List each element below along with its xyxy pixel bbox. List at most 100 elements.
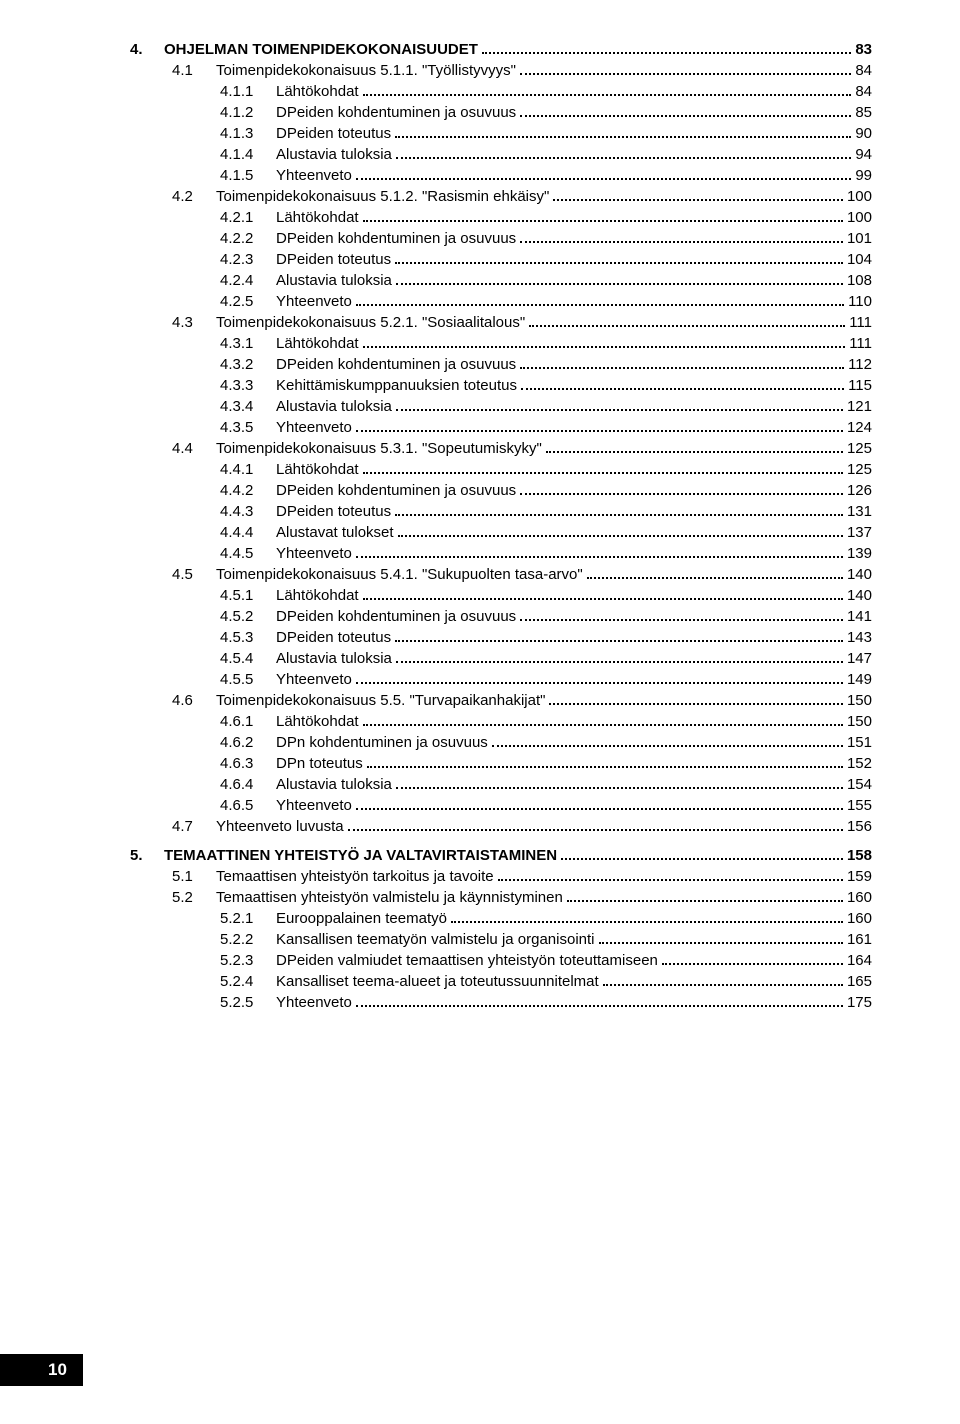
toc-entry-title: Lähtökohdat — [276, 714, 359, 729]
toc-entry: 4.5Toimenpidekokonaisuus 5.4.1. "Sukupuo… — [130, 567, 872, 582]
toc-leader-dots — [395, 514, 843, 516]
toc-entry-number: 4.1.5 — [220, 168, 276, 183]
toc-entry-title: Temaattisen yhteistyön valmistelu ja käy… — [216, 890, 563, 905]
toc-entry-page: 84 — [855, 63, 872, 78]
toc-entry-number: 4.2.2 — [220, 231, 276, 246]
toc-entry: 5.2.4Kansalliset teema-alueet ja toteutu… — [130, 974, 872, 989]
toc-leader-dots — [356, 430, 843, 432]
toc-entry: 4.3.3Kehittämiskumppanuuksien toteutus11… — [130, 378, 872, 393]
toc-leader-dots — [395, 136, 851, 138]
toc-entry: 4.4Toimenpidekokonaisuus 5.3.1. "Sopeutu… — [130, 441, 872, 456]
toc-entry-page: 158 — [847, 848, 872, 863]
toc-entry: 4.2.5Yhteenveto110 — [130, 294, 872, 309]
toc-entry: 4.OHJELMAN TOIMENPIDEKOKONAISUUDET83 — [130, 42, 872, 57]
toc-leader-dots — [498, 879, 843, 881]
toc-entry: 5.2Temaattisen yhteistyön valmistelu ja … — [130, 890, 872, 905]
toc-entry-page: 137 — [847, 525, 872, 540]
toc-entry-number: 4.6.3 — [220, 756, 276, 771]
toc-entry: 5.2.5Yhteenveto175 — [130, 995, 872, 1010]
toc-entry-page: 147 — [847, 651, 872, 666]
toc-leader-dots — [567, 900, 843, 902]
toc-entry-number: 4.1 — [172, 63, 216, 78]
toc-entry-title: Yhteenveto luvusta — [216, 819, 344, 834]
toc-entry: 4.3.2DPeiden kohdentuminen ja osuvuus112 — [130, 357, 872, 372]
toc-entry-number: 4.5.5 — [220, 672, 276, 687]
toc-entry-number: 4.3 — [172, 315, 216, 330]
toc-entry-number: 4. — [130, 42, 164, 57]
toc-entry-title: Yhteenveto — [276, 168, 352, 183]
toc-leader-dots — [356, 304, 844, 306]
toc-entry-page: 150 — [847, 693, 872, 708]
toc-entry: 4.3Toimenpidekokonaisuus 5.2.1. "Sosiaal… — [130, 315, 872, 330]
toc-entry-title: Kehittämiskumppanuuksien toteutus — [276, 378, 517, 393]
toc-entry-number: 4.1.3 — [220, 126, 276, 141]
toc-entry-number: 4.7 — [172, 819, 216, 834]
toc-entry-title: Toimenpidekokonaisuus 5.1.1. "Työllistyv… — [216, 63, 516, 78]
toc-entry-page: 152 — [847, 756, 872, 771]
toc-entry-title: Alustavia tuloksia — [276, 147, 392, 162]
toc-entry-title: Kansallisen teematyön valmistelu ja orga… — [276, 932, 595, 947]
toc-entry-title: Alustavia tuloksia — [276, 651, 392, 666]
toc-leader-dots — [396, 661, 843, 663]
toc-entry-number: 4.6 — [172, 693, 216, 708]
toc-entry-title: Yhteenveto — [276, 672, 352, 687]
toc-entry-number: 5.2.5 — [220, 995, 276, 1010]
toc-entry: 4.2.3DPeiden toteutus104 — [130, 252, 872, 267]
toc-entry-title: DPeiden kohdentuminen ja osuvuus — [276, 105, 516, 120]
toc-entry-page: 131 — [847, 504, 872, 519]
toc-entry-title: Alustavat tulokset — [276, 525, 394, 540]
toc-entry-page: 143 — [847, 630, 872, 645]
toc-entry-title: DPeiden kohdentuminen ja osuvuus — [276, 357, 516, 372]
toc-entry: 4.5.3DPeiden toteutus143 — [130, 630, 872, 645]
toc-entry-page: 85 — [855, 105, 872, 120]
toc-leader-dots — [356, 178, 851, 180]
toc-leader-dots — [395, 640, 843, 642]
toc-leader-dots — [356, 1005, 843, 1007]
toc-entry-number: 4.3.3 — [220, 378, 276, 393]
toc-entry: 5.2.2Kansallisen teematyön valmistelu ja… — [130, 932, 872, 947]
toc-entry-title: DPeiden kohdentuminen ja osuvuus — [276, 231, 516, 246]
toc-entry-number: 4.3.4 — [220, 399, 276, 414]
toc-entry-page: 141 — [847, 609, 872, 624]
toc-entry-page: 149 — [847, 672, 872, 687]
toc-entry: 4.5.5Yhteenveto 149 — [130, 672, 872, 687]
toc-leader-dots — [348, 829, 843, 831]
toc-entry-title: Kansalliset teema-alueet ja toteutussuun… — [276, 974, 599, 989]
toc-entry: 4.1Toimenpidekokonaisuus 5.1.1. "Työllis… — [130, 63, 872, 78]
toc-entry: 4.3.5Yhteenveto124 — [130, 420, 872, 435]
toc-entry: 5.2.1Eurooppalainen teematyö160 — [130, 911, 872, 926]
toc-entry-number: 4.2.1 — [220, 210, 276, 225]
toc-entry-title: OHJELMAN TOIMENPIDEKOKONAISUUDET — [164, 42, 478, 57]
toc-entry-page: 111 — [849, 336, 872, 351]
toc-entry-page: 112 — [848, 357, 872, 372]
toc-entry-page: 154 — [847, 777, 872, 792]
toc-entry: 4.6.2DPn kohdentuminen ja osuvuus151 — [130, 735, 872, 750]
toc-entry-number: 4.5 — [172, 567, 216, 582]
toc-entry-page: 151 — [847, 735, 872, 750]
toc-entry: 4.2.2DPeiden kohdentuminen ja osuvuus101 — [130, 231, 872, 246]
toc-entry-page: 108 — [847, 273, 872, 288]
toc-entry-page: 175 — [847, 995, 872, 1010]
toc-entry-title: TEMAATTINEN YHTEISTYÖ JA VALTAVIRTAISTAM… — [164, 848, 557, 863]
toc-entry-page: 100 — [847, 189, 872, 204]
toc-entry-number: 4.5.2 — [220, 609, 276, 624]
toc-entry-number: 4.1.4 — [220, 147, 276, 162]
toc-leader-dots — [520, 493, 843, 495]
toc-leader-dots — [356, 808, 843, 810]
toc-entry: 4.1.4Alustavia tuloksia94 — [130, 147, 872, 162]
toc-entry-title: DPeiden toteutus — [276, 630, 391, 645]
toc-entry-page: 140 — [847, 588, 872, 603]
toc-entry: 4.1.3DPeiden toteutus90 — [130, 126, 872, 141]
toc-entry-title: Alustavia tuloksia — [276, 273, 392, 288]
toc-leader-dots — [356, 682, 843, 684]
toc-entry: 4.6.4Alustavia tuloksia154 — [130, 777, 872, 792]
toc-entry: 4.5.4Alustavia tuloksia147 — [130, 651, 872, 666]
toc-entry-title: Lähtökohdat — [276, 84, 359, 99]
toc-entry-title: DPeiden toteutus — [276, 504, 391, 519]
toc-leader-dots — [553, 199, 843, 201]
toc-entry-number: 4.1.2 — [220, 105, 276, 120]
toc-entry-title: DPeiden toteutus — [276, 252, 391, 267]
toc-entry: 4.2Toimenpidekokonaisuus 5.1.2. "Rasismi… — [130, 189, 872, 204]
toc-entry-title: Temaattisen yhteistyön tarkoitus ja tavo… — [216, 869, 494, 884]
toc-leader-dots — [561, 858, 843, 860]
